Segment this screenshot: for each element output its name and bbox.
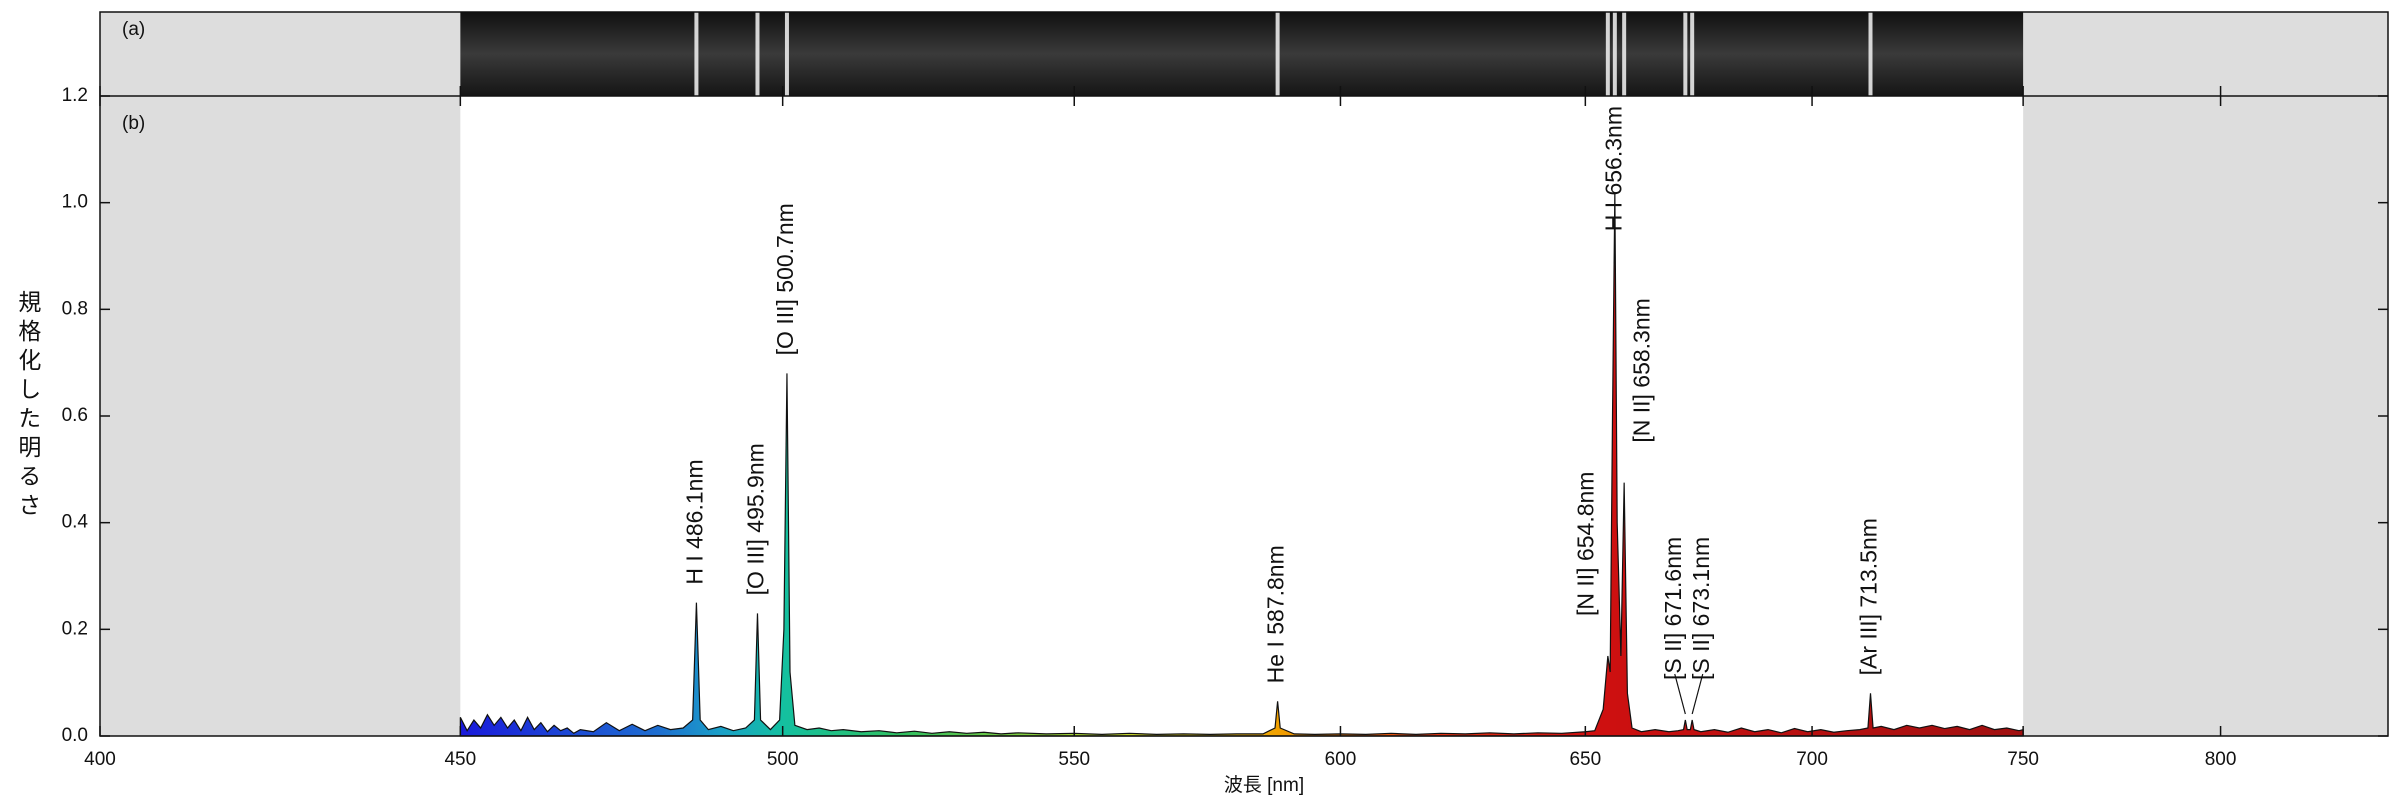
x-tick-label: 650	[1569, 749, 1601, 770]
x-tick-label: 500	[767, 749, 799, 770]
x-tick-label: 750	[2007, 749, 2039, 770]
plot-frame	[99, 11, 2389, 737]
x-axis-title: 波長 [nm]	[1224, 774, 1304, 796]
annotation: [N II] 654.8nm	[1573, 472, 1599, 616]
annotation-leader	[1674, 673, 1686, 715]
x-tick-label: 450	[444, 749, 476, 770]
panel-label: (b)	[122, 113, 145, 134]
x-tick-label: 800	[2205, 749, 2237, 770]
spectrum-area	[459, 191, 2024, 737]
annotation: [Ar III] 713.5nm	[1856, 518, 1882, 675]
annotation: [S II] 673.1nm	[1688, 537, 1714, 680]
spectrum-image	[460, 12, 2024, 96]
annotation: [S II] 671.6nm	[1660, 537, 1686, 680]
y-tick-label: 1.0	[62, 192, 88, 213]
annotation: H I 656.3nm	[1601, 106, 1627, 231]
y-tick-label: 0.8	[62, 298, 88, 319]
x-tick-label: 600	[1325, 749, 1357, 770]
annotation: H I 486.1nm	[681, 459, 707, 584]
x-tick-label: 700	[1796, 749, 1828, 770]
annotation: [O III] 500.7nm	[772, 203, 798, 355]
x-tick-label: 550	[1058, 749, 1090, 770]
x-tick-label: 400	[84, 749, 116, 770]
y-tick-label: 0.2	[62, 618, 88, 639]
annotation-leader	[1691, 673, 1704, 715]
y-tick-label: 0.6	[62, 405, 88, 426]
annotation: [O III] 495.9nm	[743, 443, 769, 595]
panel-label: (a)	[122, 19, 145, 40]
y-tick-label: 1.2	[62, 85, 88, 106]
annotation: [N II] 658.3nm	[1629, 298, 1655, 442]
y-tick-label: 0.0	[62, 725, 88, 746]
shaded-range	[2023, 12, 2388, 736]
annotation: He I 587.8nm	[1263, 545, 1289, 683]
y-tick-label: 0.4	[62, 512, 89, 533]
y-axis-title: 規格化した明るさ	[15, 290, 42, 522]
shaded-range	[100, 12, 461, 736]
